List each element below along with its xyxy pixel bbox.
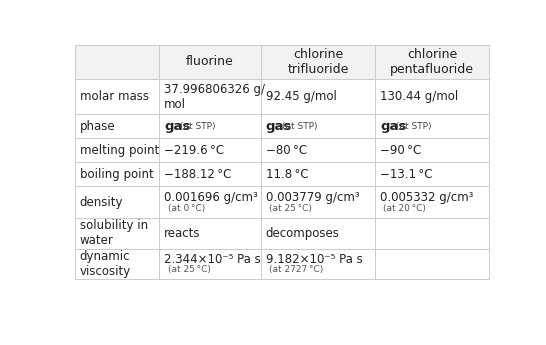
Text: fluorine: fluorine [186,56,234,69]
Bar [375,218,489,249]
Text: (at 20 °C): (at 20 °C) [383,204,426,213]
Text: (at STP): (at STP) [282,122,317,131]
Bar [261,138,375,162]
Text: chlorine
pentafluoride: chlorine pentafluoride [390,48,474,76]
Text: density: density [80,196,123,209]
Text: −13.1 °C: −13.1 °C [380,168,432,181]
Text: −219.6 °C: −219.6 °C [164,144,224,157]
Bar [75,162,159,186]
Text: −80 °C: −80 °C [266,144,307,157]
Text: gas: gas [380,120,406,133]
Bar [159,218,261,249]
Bar [159,186,261,218]
Bar [261,186,375,218]
Text: −90 °C: −90 °C [380,144,422,157]
Bar [159,162,261,186]
Bar [375,138,489,162]
Bar [261,115,375,138]
Bar [159,46,261,79]
Text: 92.45 g/mol: 92.45 g/mol [266,90,337,103]
Text: molar mass: molar mass [80,90,149,103]
Bar [375,162,489,186]
Text: (at STP): (at STP) [396,122,432,131]
Text: reacts: reacts [164,227,201,240]
Text: chlorine
trifluoride: chlorine trifluoride [287,48,348,76]
Text: melting point: melting point [80,144,159,157]
Text: solubility in
water: solubility in water [80,219,148,247]
Text: 0.001696 g/cm³: 0.001696 g/cm³ [164,191,258,205]
Bar [75,46,159,79]
Bar [375,46,489,79]
Text: 2.344×10⁻⁵ Pa s: 2.344×10⁻⁵ Pa s [164,254,261,266]
Text: 37.996806326 g/
mol: 37.996806326 g/ mol [164,82,265,110]
Text: (at 25 °C): (at 25 °C) [269,204,312,213]
Bar [375,186,489,218]
Bar [75,115,159,138]
Text: phase: phase [80,120,115,133]
Text: (at 25 °C): (at 25 °C) [168,266,211,275]
Bar [261,79,375,115]
Text: gas: gas [164,120,191,133]
Bar [75,79,159,115]
Text: 0.005332 g/cm³: 0.005332 g/cm³ [380,191,473,205]
Text: (at STP): (at STP) [180,122,216,131]
Bar [261,249,375,279]
Bar [75,249,159,279]
Text: boiling point: boiling point [80,168,153,181]
Bar [375,249,489,279]
Text: gas: gas [266,120,292,133]
Text: 130.44 g/mol: 130.44 g/mol [380,90,458,103]
Bar [159,115,261,138]
Bar [375,115,489,138]
Bar [75,186,159,218]
Text: (at 0 °C): (at 0 °C) [168,204,205,213]
Text: (at 2727 °C): (at 2727 °C) [269,266,323,275]
Text: 0.003779 g/cm³: 0.003779 g/cm³ [266,191,359,205]
Bar [159,138,261,162]
Text: −188.12 °C: −188.12 °C [164,168,232,181]
Bar [261,162,375,186]
Text: 11.8 °C: 11.8 °C [266,168,308,181]
Bar [75,218,159,249]
Text: decomposes: decomposes [266,227,340,240]
Bar [375,79,489,115]
Text: dynamic
viscosity: dynamic viscosity [80,250,131,278]
Text: 9.182×10⁻⁵ Pa s: 9.182×10⁻⁵ Pa s [266,254,363,266]
Bar [261,46,375,79]
Bar [261,218,375,249]
Bar [159,79,261,115]
Bar [159,249,261,279]
Bar [75,138,159,162]
